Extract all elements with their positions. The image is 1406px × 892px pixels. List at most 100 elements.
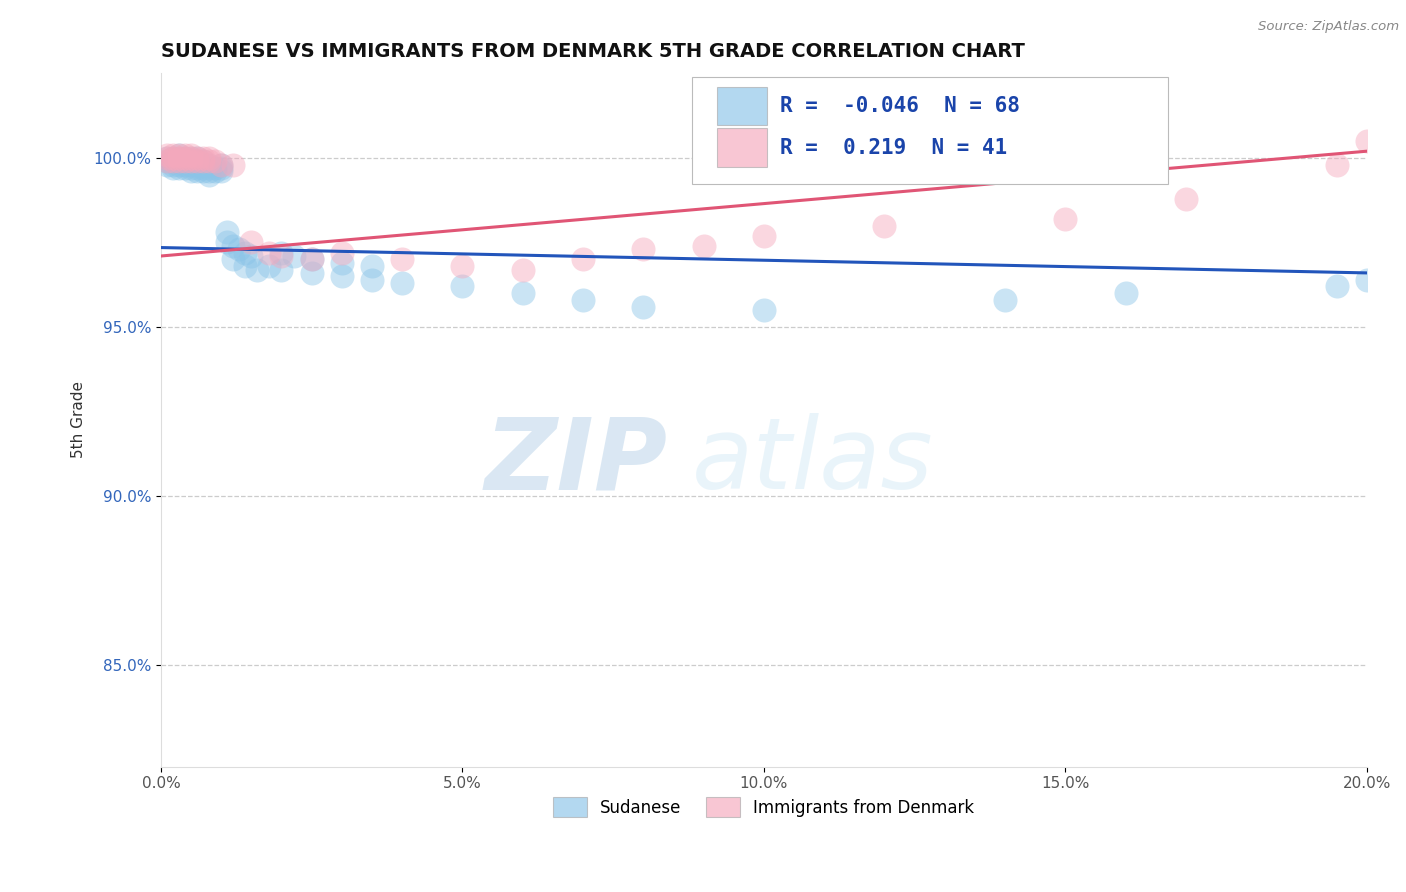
- Point: [156, 158, 179, 172]
- Point: [186, 151, 208, 165]
- Point: [301, 266, 323, 280]
- Point: [873, 219, 896, 233]
- Point: [1355, 273, 1378, 287]
- Point: [633, 300, 655, 314]
- Point: [301, 252, 323, 267]
- Point: [204, 164, 226, 178]
- Point: [222, 158, 245, 172]
- Point: [633, 242, 655, 256]
- Point: [162, 161, 184, 175]
- FancyBboxPatch shape: [717, 87, 768, 126]
- Point: [156, 151, 179, 165]
- Text: R =  0.219  N = 41: R = 0.219 N = 41: [779, 137, 1007, 158]
- Text: atlas: atlas: [692, 413, 934, 510]
- Point: [572, 252, 595, 267]
- Point: [209, 164, 232, 178]
- Point: [162, 151, 184, 165]
- Point: [162, 147, 184, 161]
- Point: [186, 161, 208, 175]
- Point: [162, 158, 184, 172]
- Point: [512, 286, 534, 301]
- FancyBboxPatch shape: [717, 128, 768, 167]
- Point: [180, 161, 202, 175]
- Point: [512, 262, 534, 277]
- Point: [233, 245, 256, 260]
- Point: [180, 151, 202, 165]
- Point: [191, 154, 214, 169]
- Text: ZIP: ZIP: [485, 413, 668, 510]
- Point: [180, 154, 202, 169]
- Point: [283, 249, 305, 263]
- Point: [191, 164, 214, 178]
- Point: [167, 147, 190, 161]
- Point: [180, 151, 202, 165]
- Point: [162, 154, 184, 169]
- Point: [174, 161, 197, 175]
- Point: [186, 164, 208, 178]
- Point: [167, 151, 190, 165]
- Point: [198, 168, 221, 182]
- Point: [233, 259, 256, 273]
- Point: [186, 154, 208, 169]
- Point: [692, 239, 714, 253]
- Point: [174, 154, 197, 169]
- Point: [204, 154, 226, 169]
- Point: [1115, 286, 1137, 301]
- Point: [167, 161, 190, 175]
- Point: [259, 259, 281, 273]
- Point: [572, 293, 595, 307]
- Point: [391, 276, 413, 290]
- Point: [209, 158, 232, 172]
- Point: [156, 154, 179, 169]
- Point: [167, 147, 190, 161]
- Point: [191, 154, 214, 169]
- Point: [174, 151, 197, 165]
- Text: R =  -0.046  N = 68: R = -0.046 N = 68: [779, 96, 1019, 116]
- Point: [330, 245, 353, 260]
- Point: [180, 147, 202, 161]
- Y-axis label: 5th Grade: 5th Grade: [72, 382, 86, 458]
- Point: [180, 158, 202, 172]
- Point: [186, 158, 208, 172]
- Point: [156, 151, 179, 165]
- Point: [270, 249, 292, 263]
- Point: [198, 161, 221, 175]
- Point: [361, 259, 384, 273]
- Point: [222, 252, 245, 267]
- Point: [246, 262, 269, 277]
- Point: [167, 158, 190, 172]
- Point: [361, 273, 384, 287]
- Point: [167, 154, 190, 169]
- Point: [174, 154, 197, 169]
- Point: [217, 225, 239, 239]
- Point: [198, 151, 221, 165]
- Point: [1054, 211, 1077, 226]
- Point: [752, 303, 775, 318]
- Point: [156, 154, 179, 169]
- Text: SUDANESE VS IMMIGRANTS FROM DENMARK 5TH GRADE CORRELATION CHART: SUDANESE VS IMMIGRANTS FROM DENMARK 5TH …: [160, 42, 1025, 61]
- Point: [162, 154, 184, 169]
- Point: [186, 154, 208, 169]
- Point: [162, 151, 184, 165]
- Point: [191, 161, 214, 175]
- Point: [217, 235, 239, 250]
- Point: [994, 293, 1017, 307]
- Point: [191, 151, 214, 165]
- Point: [1326, 279, 1348, 293]
- Point: [259, 245, 281, 260]
- Text: Source: ZipAtlas.com: Source: ZipAtlas.com: [1258, 20, 1399, 33]
- Point: [204, 161, 226, 175]
- Point: [209, 158, 232, 172]
- Point: [209, 161, 232, 175]
- Point: [330, 256, 353, 270]
- Point: [180, 154, 202, 169]
- Point: [240, 235, 263, 250]
- Point: [198, 154, 221, 169]
- Point: [301, 252, 323, 267]
- Point: [167, 154, 190, 169]
- Point: [1174, 192, 1197, 206]
- Point: [270, 262, 292, 277]
- Point: [222, 239, 245, 253]
- Point: [330, 269, 353, 284]
- Point: [198, 158, 221, 172]
